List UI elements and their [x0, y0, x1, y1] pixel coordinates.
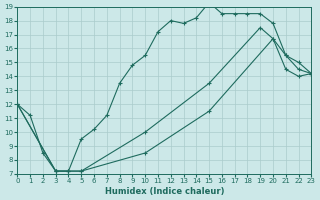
X-axis label: Humidex (Indice chaleur): Humidex (Indice chaleur) [105, 187, 224, 196]
